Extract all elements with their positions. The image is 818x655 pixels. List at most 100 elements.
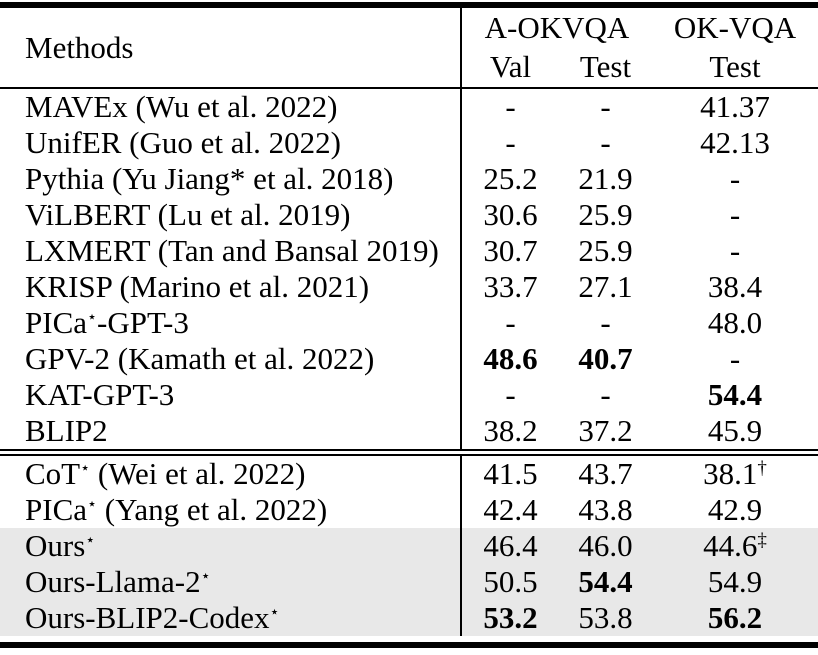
okvqa-test-label: Test — [709, 48, 761, 84]
method-name: PICa — [25, 305, 87, 340]
method-name: Pythia (Yu Jiang* et al. 2018) — [25, 161, 394, 196]
aokvqa-val-cell: 42.4 — [483, 492, 538, 527]
aokvqa-test-cell: 53.8 — [578, 600, 633, 635]
header-separator-rule — [0, 87, 818, 89]
table-section-prompting: CoT⋆ (Wei et al. 2022) 41.5 43.7 38.1† P… — [0, 456, 818, 636]
aokvqa-val-cell: - — [505, 377, 516, 412]
star-superscript: ⋆ — [80, 458, 91, 477]
table-row-ours-llama2: Ours-Llama-2⋆ 50.5 54.4 54.9 — [0, 564, 818, 600]
table-row-krisp: KRISP (Marino et al. 2021) 33.7 27.1 38.… — [0, 269, 818, 305]
table-row-gpv2: GPV-2 (Kamath et al. 2022) 48.6 40.7 - — [0, 341, 818, 377]
table-row-cot: CoT⋆ (Wei et al. 2022) 41.5 43.7 38.1† — [0, 456, 818, 492]
star-superscript: ⋆ — [200, 566, 211, 585]
table-row-blip2: BLIP2 38.2 37.2 45.9 — [0, 413, 818, 449]
aokvqa-val-cell: 50.5 — [483, 564, 538, 599]
aokvqa-test-cell: - — [600, 305, 611, 340]
method-name: KRISP (Marino et al. 2021) — [25, 269, 370, 304]
star-superscript: ⋆ — [269, 602, 280, 621]
aokvqa-group-label: A-OKVQA — [484, 10, 630, 46]
okvqa-test-cell: 45.9 — [707, 413, 763, 448]
okvqa-test-cell: 54.4 — [707, 377, 763, 412]
aokvqa-val-cell: - — [505, 305, 516, 340]
method-name-suffix: (Wei et al. 2022) — [90, 456, 306, 491]
aokvqa-test-cell: 54.4 — [578, 564, 633, 599]
method-cell: Pythia (Yu Jiang* et al. 2018) — [0, 161, 462, 197]
aokvqa-test-cell: 43.7 — [578, 456, 633, 491]
method-name: UnifER (Guo et al. 2022) — [25, 125, 341, 160]
aokvqa-test-label: Test — [579, 48, 632, 84]
table-row-pica-gpt3: PICa⋆-GPT-3 - - 48.0 — [0, 305, 818, 341]
okvqa-test-cell: 41.37 — [700, 89, 770, 124]
method-cell: PICa⋆ (Yang et al. 2022) — [0, 492, 462, 528]
okvqa-group-label: OK-VQA — [673, 10, 797, 46]
table-header: Methods A-OKVQA OK-VQA Val Test Test — [0, 8, 818, 87]
star-superscript: ⋆ — [87, 494, 98, 513]
aokvqa-test-cell: 43.8 — [578, 492, 633, 527]
okvqa-test-cell: - — [729, 341, 741, 376]
table-bottom-rule — [0, 642, 818, 648]
okvqa-test-cell: 56.2 — [707, 600, 763, 635]
double-dagger-superscript: ‡ — [757, 530, 767, 551]
section-separator-rule — [0, 449, 818, 456]
method-name: Ours-Llama-2 — [25, 564, 201, 599]
method-name-suffix: -GPT-3 — [97, 305, 189, 340]
datasets-header: A-OKVQA OK-VQA Val Test Test — [462, 8, 818, 87]
aokvqa-test-cell: 27.1 — [578, 269, 633, 304]
okvqa-test-cell: - — [729, 233, 741, 268]
method-cell: MAVEx (Wu et al. 2022) — [0, 89, 462, 125]
aokvqa-val-cell: - — [505, 89, 516, 124]
table-row-kat-gpt3: KAT-GPT-3 - - 54.4 — [0, 377, 818, 413]
method-cell: CoT⋆ (Wei et al. 2022) — [0, 456, 462, 492]
aokvqa-test-cell: 37.2 — [578, 413, 633, 448]
aokvqa-test-cell: - — [600, 125, 611, 160]
method-cell: UnifER (Guo et al. 2022) — [0, 125, 462, 161]
table-row-ours-blip2-codex: Ours-BLIP2-Codex⋆ 53.2 53.8 56.2 — [0, 600, 818, 636]
table-top-rule — [0, 2, 818, 8]
aokvqa-val-cell: 46.4 — [483, 528, 538, 563]
methods-header-cell: Methods — [0, 8, 462, 87]
table-section-baselines: MAVEx (Wu et al. 2022) - - 41.37 UnifER … — [0, 89, 818, 449]
method-name: Ours-BLIP2-Codex — [25, 600, 270, 635]
aokvqa-test-cell: 21.9 — [578, 161, 633, 196]
aokvqa-val-label: Val — [489, 48, 532, 84]
okvqa-test-cell: 54.9 — [707, 564, 763, 599]
method-name: GPV-2 (Kamath et al. 2022) — [25, 341, 375, 376]
okvqa-test-value: 44.6 — [703, 528, 758, 563]
table-row-unifer: UnifER (Guo et al. 2022) - - 42.13 — [0, 125, 818, 161]
okvqa-test-cell: 38.1† — [652, 456, 818, 492]
table-row-mavex: MAVEx (Wu et al. 2022) - - 41.37 — [0, 89, 818, 125]
aokvqa-val-cell: 53.2 — [483, 600, 538, 635]
okvqa-test-cell: 38.4 — [707, 269, 763, 304]
okvqa-test-cell: 42.13 — [700, 125, 770, 160]
method-name: LXMERT (Tan and Bansal 2019) — [25, 233, 439, 268]
split-label-row: Val Test Test — [462, 49, 818, 85]
method-cell: BLIP2 — [0, 413, 462, 449]
method-cell: KRISP (Marino et al. 2021) — [0, 269, 462, 305]
method-name: Ours — [25, 528, 86, 563]
method-name: BLIP2 — [25, 413, 108, 448]
table-row-pica: PICa⋆ (Yang et al. 2022) 42.4 43.8 42.9 — [0, 492, 818, 528]
method-cell: Ours⋆ — [0, 528, 462, 564]
aokvqa-val-cell: 30.7 — [483, 233, 538, 268]
aokvqa-test-cell: - — [600, 89, 611, 124]
method-cell: ViLBERT (Lu et al. 2019) — [0, 197, 462, 233]
aokvqa-val-cell: 48.6 — [483, 341, 538, 376]
method-name-suffix: (Yang et al. 2022) — [97, 492, 328, 527]
aokvqa-val-cell: 38.2 — [483, 413, 538, 448]
okvqa-test-value: 38.1 — [703, 456, 758, 491]
method-cell: PICa⋆-GPT-3 — [0, 305, 462, 341]
method-cell: LXMERT (Tan and Bansal 2019) — [0, 233, 462, 269]
aokvqa-test-cell: 25.9 — [578, 233, 633, 268]
aokvqa-test-cell: 46.0 — [578, 528, 633, 563]
star-superscript: ⋆ — [87, 307, 98, 326]
method-name: PICa — [25, 492, 87, 527]
method-cell: Ours-BLIP2-Codex⋆ — [0, 600, 462, 636]
aokvqa-test-cell: 25.9 — [578, 197, 633, 232]
method-cell: GPV-2 (Kamath et al. 2022) — [0, 341, 462, 377]
method-cell: Ours-Llama-2⋆ — [0, 564, 462, 600]
table-row-pythia: Pythia (Yu Jiang* et al. 2018) 25.2 21.9… — [0, 161, 818, 197]
aokvqa-test-cell: 40.7 — [578, 341, 633, 376]
method-name: ViLBERT (Lu et al. 2019) — [25, 197, 351, 232]
method-name: KAT-GPT-3 — [25, 377, 175, 412]
